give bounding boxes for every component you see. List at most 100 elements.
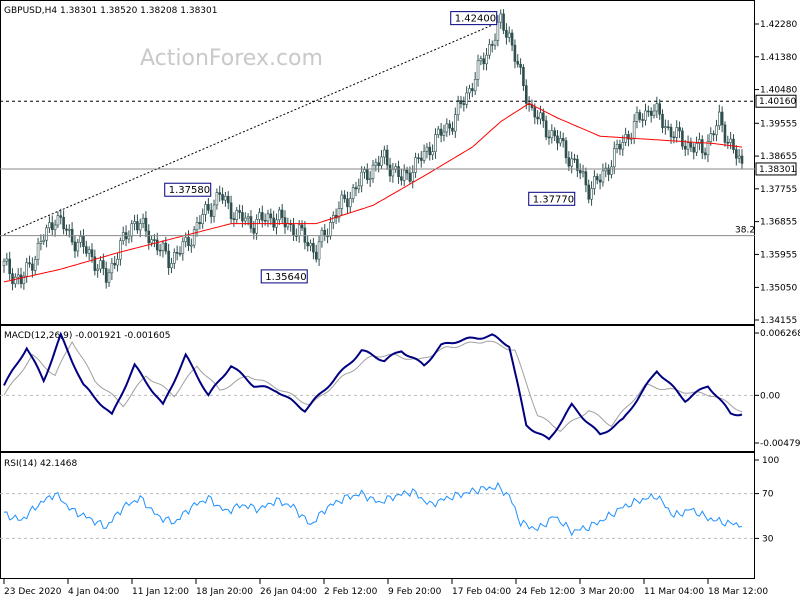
candle-body (28, 262, 31, 265)
candle-body (235, 210, 239, 220)
candle-body (329, 222, 332, 237)
candle-body (252, 227, 256, 234)
candle-body (5, 258, 9, 262)
candle-body (411, 172, 415, 182)
candle-body (178, 253, 182, 255)
candle-body (283, 217, 287, 228)
candle-body (590, 188, 593, 200)
candle-body (559, 138, 562, 144)
candle-body (385, 149, 389, 166)
candle-body (672, 136, 676, 139)
moving-average-line (3, 102, 743, 283)
candle-body (641, 119, 644, 121)
candle-body (323, 229, 327, 237)
candle-body (164, 242, 168, 252)
candle-body (439, 128, 443, 136)
xtick-label: 18 Jan 20:00 (196, 587, 253, 597)
candle-body (374, 162, 378, 166)
candle-body (448, 123, 451, 129)
candle-body (346, 198, 349, 208)
candle-body (431, 151, 434, 156)
candle-body (522, 67, 525, 86)
candle-body (598, 179, 602, 183)
candle-body (76, 242, 80, 252)
candle-body (354, 187, 358, 190)
macd-line (3, 331, 743, 441)
main-ytick-label: 1.38655 (760, 152, 797, 162)
price-annotation-label: 1.37770 (533, 194, 574, 205)
main-ytick-label: 1.41380 (760, 53, 797, 63)
candle-body (732, 138, 735, 150)
candle-body (232, 218, 236, 221)
candle-body (499, 13, 503, 23)
candle-body (593, 176, 596, 189)
candle-body (561, 138, 565, 141)
candle-body (121, 232, 125, 241)
candle-body (351, 187, 355, 199)
candle-body (689, 142, 693, 148)
rsi-ytick-label: 70 (762, 490, 774, 500)
candle-body (434, 134, 437, 152)
candle-body (50, 222, 54, 230)
candle-body (45, 227, 48, 241)
main-header: GBPUSD,H4 1.38301 1.38520 1.38208 1.3830… (4, 6, 217, 16)
candle-body (712, 133, 715, 136)
candle-body (167, 250, 170, 269)
candle-body (59, 215, 63, 218)
candle-body (652, 110, 656, 116)
candle-body (39, 241, 43, 244)
candle-body (678, 127, 681, 132)
candle-body (90, 249, 94, 258)
level-price-box (755, 162, 797, 176)
candle-body (669, 126, 673, 138)
macd-ytick-label: 0.006268 (760, 329, 800, 339)
fib-label: 38.2 (735, 226, 755, 236)
xtick-label: 11 Jan 12:00 (132, 587, 189, 597)
candle-body (153, 239, 156, 241)
candle-body (280, 209, 284, 218)
candle-body (144, 217, 148, 232)
watermark: ActionForex.com (140, 46, 323, 71)
candle-body (544, 120, 548, 138)
candle-body (56, 215, 60, 226)
candle-body (533, 107, 537, 118)
candle-body (33, 259, 37, 271)
macd-ytick-label: -0.004793 (760, 439, 800, 449)
candle-body (207, 204, 210, 211)
candle-body (502, 13, 505, 31)
candle-body (317, 241, 321, 260)
candle-body (161, 242, 165, 251)
main-ytick-label: 1.39555 (760, 119, 797, 129)
level-price-box (755, 94, 797, 108)
candle-body (300, 224, 304, 229)
candle-body (173, 252, 176, 264)
candle-body (42, 239, 46, 242)
candle-body (468, 88, 471, 94)
candle-body (107, 272, 111, 283)
price-annotation-label: 1.42400 (455, 14, 496, 25)
candle-body (610, 166, 613, 175)
candle-body (635, 112, 639, 122)
candle-body (127, 235, 131, 240)
candle-body (380, 156, 383, 166)
candle-body (675, 127, 679, 138)
candle-body (184, 237, 187, 243)
rsi-pane (0, 452, 755, 579)
candle-body (581, 171, 585, 174)
candle-body (218, 192, 222, 195)
price-annotation-label: 1.35640 (265, 272, 306, 283)
level-price-label: 1.38301 (759, 165, 796, 175)
candle-body (158, 249, 162, 252)
candle-body (454, 114, 457, 132)
candle-body (110, 262, 114, 274)
rsi-ytick-label: 100 (762, 456, 779, 466)
candle-body (246, 216, 250, 219)
candle-body (624, 134, 627, 143)
candle-body (723, 124, 727, 143)
candle-body (524, 85, 528, 104)
candle-body (601, 170, 605, 183)
candle-body (442, 131, 446, 136)
xtick-label: 23 Dec 2020 (4, 587, 62, 597)
candle-body (638, 112, 642, 120)
candle-body (175, 252, 179, 254)
